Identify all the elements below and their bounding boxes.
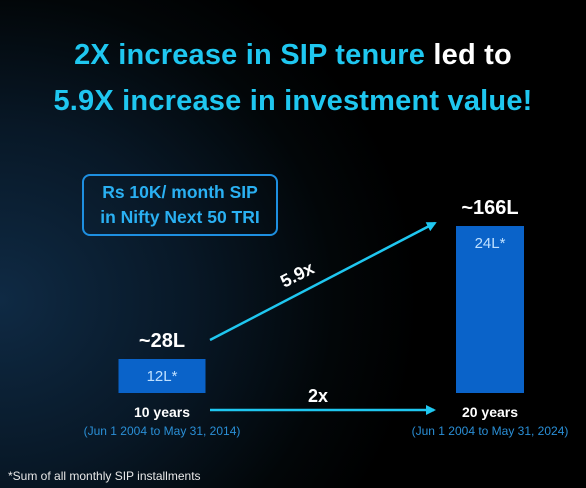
category-sublabel-2: (Jun 1 2004 to May 31, 2024) (412, 424, 569, 438)
category-label-1: 10 years (134, 404, 190, 420)
invested-value-label-1: 12L* (147, 368, 178, 385)
sip-info-line-2: in Nifty Next 50 TRI (100, 207, 260, 227)
headline-accent-text: 2X increase in SIP tenure (74, 39, 426, 71)
headline-accent-text-2: 5.9X increase in investment value! (53, 85, 533, 117)
total-value-label-2: ~166L (461, 197, 518, 219)
bar-2 (456, 226, 524, 393)
category-label-2: 20 years (462, 404, 518, 420)
sip-info-line-1: Rs 10K/ month SIP (102, 182, 258, 202)
bar-1 (118, 359, 206, 393)
headline-line-1: 2X increase in SIP tenure led to (0, 38, 586, 72)
invested-value-label-2: 24L* (475, 235, 506, 252)
total-value-label-1: ~28L (139, 330, 185, 352)
category-sublabel-1: (Jun 1 2004 to May 31, 2014) (84, 424, 241, 438)
headline-white-text: led to (425, 39, 512, 71)
tenure-annotation: 2x (308, 386, 328, 406)
growth-arrow (209, 221, 437, 342)
headline-line-2: 5.9X increase in investment value! (0, 84, 586, 118)
footnote: *Sum of all monthly SIP installments (8, 469, 201, 483)
sip-info-box: Rs 10K/ month SIP in Nifty Next 50 TRI (82, 174, 278, 236)
